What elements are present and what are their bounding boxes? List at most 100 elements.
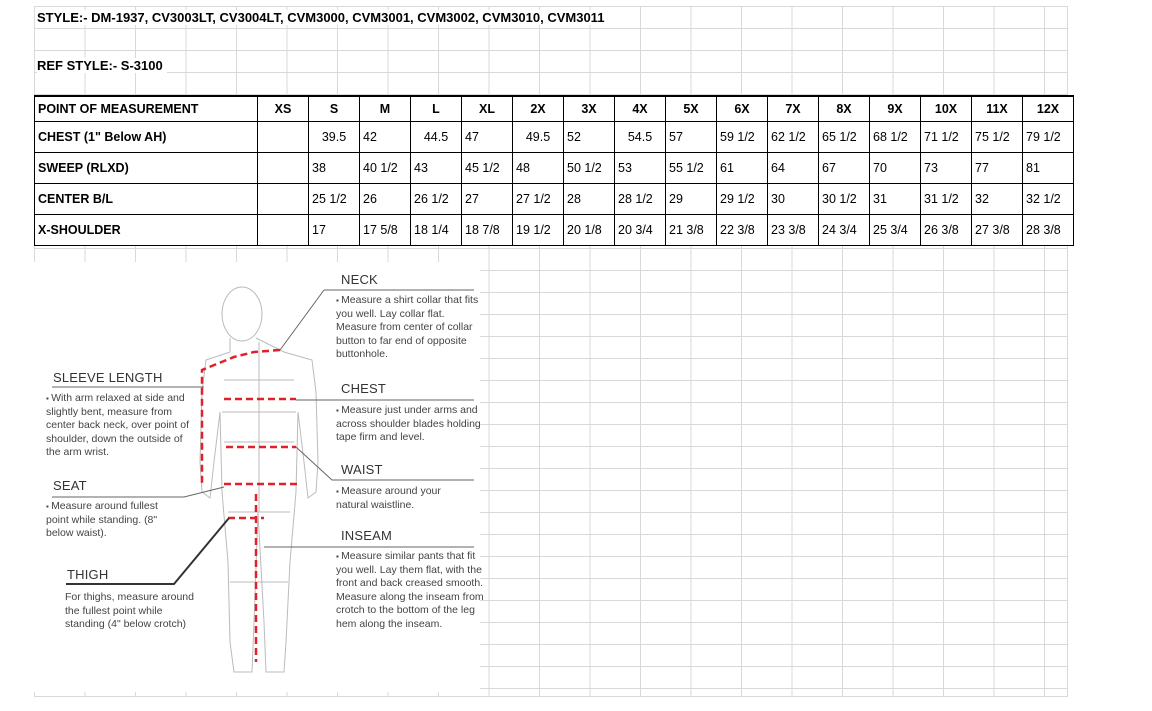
measurement-cell: 31 1/2 <box>920 183 972 215</box>
measurement-cell: 30 <box>767 183 819 215</box>
measurement-cell: 55 1/2 <box>665 152 717 184</box>
measurement-cell: 18 1/4 <box>410 214 462 246</box>
measurement-cell <box>257 121 309 153</box>
measurement-cell <box>257 152 309 184</box>
row-label: CHEST (1" Below AH) <box>34 121 258 153</box>
measurement-cell: 79 1/2 <box>1022 121 1074 153</box>
header-size: 4X <box>614 95 666 122</box>
measurement-cell: 22 3/8 <box>716 214 768 246</box>
measurement-cell: 75 1/2 <box>971 121 1023 153</box>
measurement-lines <box>200 348 300 662</box>
measurement-cell: 17 <box>308 214 360 246</box>
measurement-cell <box>257 183 309 215</box>
thigh-title: THIGH <box>67 567 109 582</box>
header-size: 11X <box>971 95 1023 122</box>
measurement-cell: 20 3/4 <box>614 214 666 246</box>
header-size: S <box>308 95 360 122</box>
measurement-cell: 27 1/2 <box>512 183 564 215</box>
header-size: 3X <box>563 95 615 122</box>
measurement-cell: 39.5 <box>308 121 360 153</box>
row-label: CENTER B/L <box>34 183 258 215</box>
measurement-cell: 43 <box>410 152 462 184</box>
measurement-cell: 28 3/8 <box>1022 214 1074 246</box>
measurement-cell: 73 <box>920 152 972 184</box>
table-row: SWEEP (RLXD) 38 40 1/2 43 45 1/2 48 50 1/2 53 55… <box>34 152 1074 184</box>
measurement-cell: 62 1/2 <box>767 121 819 153</box>
header-size: L <box>410 95 462 122</box>
table-row: X-SHOULDER 17 17 5/8 18 1/4 18 7/8 19 1/2 20 1… <box>34 214 1074 246</box>
measurement-cell: 32 1/2 <box>1022 183 1074 215</box>
measurement-cell: 44.5 <box>410 121 462 153</box>
measurement-cell: 59 1/2 <box>716 121 768 153</box>
measurement-cell: 47 <box>461 121 513 153</box>
measurement-cell: 38 <box>308 152 360 184</box>
measurement-cell: 52 <box>563 121 615 153</box>
row-label: X-SHOULDER <box>34 214 258 246</box>
header-size: XL <box>461 95 513 122</box>
measurement-cell: 29 <box>665 183 717 215</box>
measurement-cell: 26 <box>359 183 411 215</box>
waist-title: WAIST <box>341 462 383 477</box>
measurement-cell: 21 3/8 <box>665 214 717 246</box>
measurement-cell: 70 <box>869 152 921 184</box>
measurement-cell: 25 1/2 <box>308 183 360 215</box>
measurement-cell: 26 3/8 <box>920 214 972 246</box>
measurement-cell: 28 <box>563 183 615 215</box>
measurement-cell: 45 1/2 <box>461 152 513 184</box>
measurement-cell: 61 <box>716 152 768 184</box>
measurement-cell: 64 <box>767 152 819 184</box>
seat-title: SEAT <box>53 478 87 493</box>
measurement-cell: 30 1/2 <box>818 183 870 215</box>
measurement-cell: 27 <box>461 183 513 215</box>
measurement-cell: 42 <box>359 121 411 153</box>
waist-text: Measure around your natural waistline. <box>336 485 466 512</box>
table-row: CHEST (1" Below AH) 39.5 42 44.5 47 49.5 52 54.… <box>34 121 1074 153</box>
sleeve-length-text: With arm relaxed at side and slightly be… <box>46 392 196 460</box>
row-label: SWEEP (RLXD) <box>34 152 258 184</box>
neck-title: NECK <box>341 272 378 287</box>
measurement-cell: 24 3/4 <box>818 214 870 246</box>
measurement-cell: 57 <box>665 121 717 153</box>
inseam-text: Measure similar pants that fit you well.… <box>336 550 486 631</box>
header-size: 6X <box>716 95 768 122</box>
human-figure-illustration <box>52 286 474 673</box>
sleeve-length-title: SLEEVE LENGTH <box>53 370 163 385</box>
chest-text: Measure just under arms and across shoul… <box>336 404 486 445</box>
measurement-cell: 50 1/2 <box>563 152 615 184</box>
measurement-cell: 18 7/8 <box>461 214 513 246</box>
header-size: 10X <box>920 95 972 122</box>
measurement-cell: 67 <box>818 152 870 184</box>
measurement-cell: 81 <box>1022 152 1074 184</box>
measurement-cell: 17 5/8 <box>359 214 411 246</box>
table-row: CENTER B/L 25 1/2 26 26 1/2 27 27 1/2 28 28 1/2… <box>34 183 1074 215</box>
table-header-row: POINT OF MEASUREMENT XS S M L XL 2X 3X 4X 5X 6X 7X 8… <box>34 95 1074 122</box>
header-size: XS <box>257 95 309 122</box>
seat-text: Measure around fullest point while stand… <box>46 500 176 541</box>
measurement-cell: 32 <box>971 183 1023 215</box>
header-size: M <box>359 95 411 122</box>
measurement-cell: 68 1/2 <box>869 121 921 153</box>
measurement-cell: 25 3/4 <box>869 214 921 246</box>
measurement-cell: 28 1/2 <box>614 183 666 215</box>
header-size: 7X <box>767 95 819 122</box>
measurement-cell: 49.5 <box>512 121 564 153</box>
measurement-cell <box>257 214 309 246</box>
measurement-cell: 65 1/2 <box>818 121 870 153</box>
measurement-cell: 27 3/8 <box>971 214 1023 246</box>
header-size: 8X <box>818 95 870 122</box>
measurement-cell: 23 3/8 <box>767 214 819 246</box>
header-size: 5X <box>665 95 717 122</box>
thigh-text: For thighs, measure around the fullest p… <box>65 591 194 630</box>
measurement-cell: 71 1/2 <box>920 121 972 153</box>
header-size: 2X <box>512 95 564 122</box>
measurement-cell: 20 1/8 <box>563 214 615 246</box>
inseam-title: INSEAM <box>341 528 393 543</box>
header-size: 12X <box>1022 95 1074 122</box>
measurement-cell: 48 <box>512 152 564 184</box>
ref-style-line: REF STYLE:- S-3100 <box>37 58 167 73</box>
measurement-cell: 19 1/2 <box>512 214 564 246</box>
measurement-guide-figure: NECK Measure a shirt collar that fits yo… <box>34 262 484 692</box>
measurement-cell: 40 1/2 <box>359 152 411 184</box>
measurement-cell: 77 <box>971 152 1023 184</box>
measurement-cell: 26 1/2 <box>410 183 462 215</box>
